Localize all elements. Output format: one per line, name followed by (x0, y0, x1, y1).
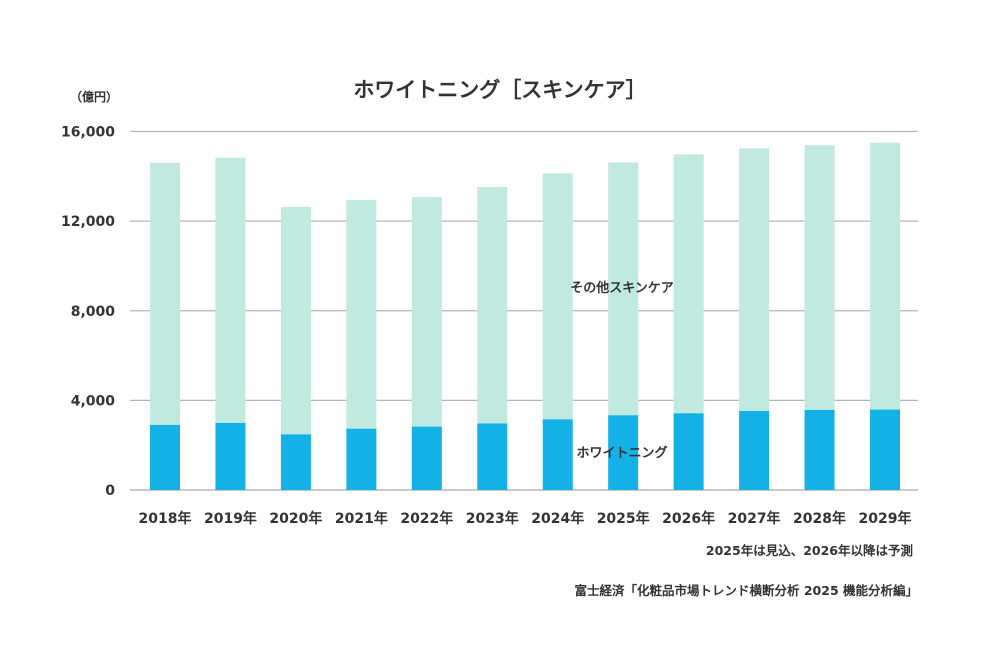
bar-whitening (346, 428, 377, 490)
source-note: 富士経済「化粧品市場トレンド横断分析 2025 機能分析編」 (575, 583, 919, 598)
bar-whitening (150, 424, 180, 490)
bar-whitening (542, 419, 573, 490)
bar-other-skincare (477, 187, 508, 424)
bar-other-skincare (411, 197, 442, 427)
y-tick-label: 8,000 (71, 304, 116, 320)
bar-whitening (673, 413, 704, 490)
bar-whitening (280, 434, 311, 490)
chart-title: ホワイトニング［スキンケア］ (353, 78, 646, 102)
x-tick-label: 2026年 (662, 510, 715, 527)
gridlines (130, 130, 918, 491)
series-label-whitening: ホワイトニング (576, 445, 667, 461)
y-tick-label: 16,000 (61, 125, 115, 141)
y-tick-label: 0 (105, 483, 115, 499)
bar-other-skincare (608, 162, 639, 416)
bar-other-skincare (150, 162, 180, 425)
bar-whitening (804, 409, 835, 490)
series-label-other-skincare: その他スキンケア (570, 280, 674, 296)
x-tick-label: 2018年 (139, 510, 192, 527)
bar-other-skincare (215, 157, 246, 423)
bar-whitening (215, 422, 246, 490)
bar-other-skincare (804, 145, 835, 410)
x-tick-label: 2024年 (531, 510, 584, 527)
y-tick-label: 4,000 (71, 393, 116, 409)
x-tick-label: 2028年 (793, 510, 846, 527)
bar-whitening (739, 410, 770, 490)
y-tick-label: 12,000 (61, 214, 115, 230)
bar-other-skincare (870, 142, 900, 410)
forecast-note: 2025年は見込、2026年以降は予測 (706, 543, 913, 558)
bar-other-skincare (739, 148, 770, 411)
bar-other-skincare (542, 173, 573, 420)
bar-whitening (477, 423, 508, 490)
bar-whitening (870, 409, 900, 490)
x-tick-label: 2020年 (269, 510, 322, 527)
x-tick-label: 2019年 (204, 510, 257, 527)
x-tick-label: 2021年 (335, 510, 388, 527)
bars (150, 142, 900, 490)
y-axis-ticks: 0 4,000 8,000 12,000 16,000 (61, 125, 115, 500)
bar-whitening (411, 426, 442, 490)
bar-other-skincare (346, 200, 377, 429)
x-tick-label: 2027年 (728, 510, 781, 527)
bar-other-skincare (673, 154, 704, 414)
x-tick-label: 2022年 (400, 510, 453, 527)
x-tick-label: 2025年 (597, 510, 650, 527)
x-axis-ticks: 2018年 2019年 2020年 2021年 2022年 2023年 2024年 2025年… (139, 510, 912, 527)
y-axis-unit: （億円） (70, 89, 118, 104)
x-tick-label: 2023年 (466, 510, 519, 527)
bar-whitening (608, 415, 639, 490)
x-tick-label: 2029年 (859, 510, 912, 527)
bar-other-skincare (280, 206, 311, 435)
